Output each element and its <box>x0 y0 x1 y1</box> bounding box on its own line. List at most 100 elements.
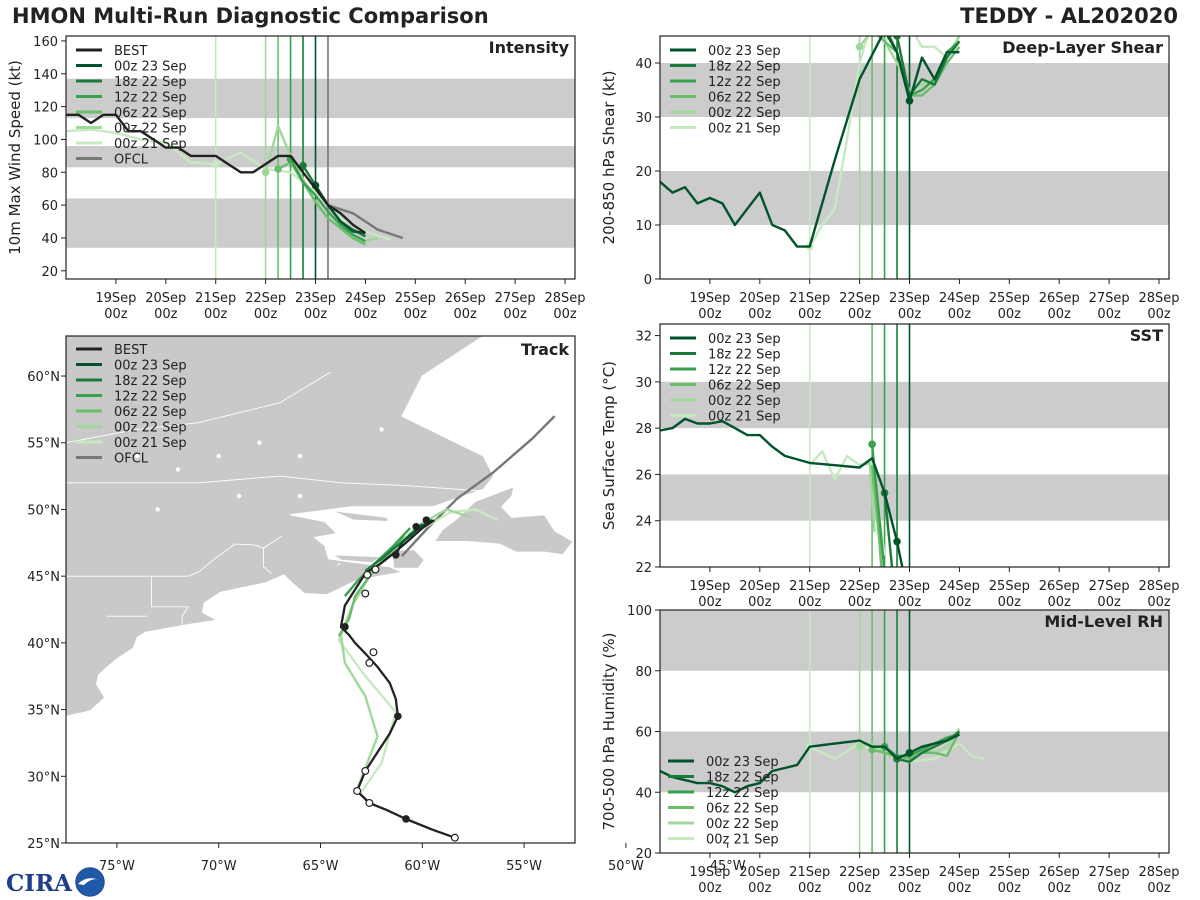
sst-xtick-hour: 00z <box>848 595 872 610</box>
track-border <box>66 371 331 444</box>
track-lake <box>379 427 384 432</box>
track-xtick-label: 70°W <box>201 859 237 874</box>
rh-xtick-day: 27Sep <box>1089 865 1130 880</box>
intensity-legend-label: BEST <box>114 44 147 59</box>
track-lake <box>420 413 425 419</box>
shear-ytick-label: 20 <box>635 165 652 180</box>
shear-xtick-hour: 00z <box>698 307 722 322</box>
track-border <box>336 562 342 566</box>
track-legend-label: 00z 22 Sep <box>114 421 187 436</box>
shear-plot-area <box>660 36 1169 279</box>
intensity-legend-label: 18z 22 Sep <box>114 75 187 90</box>
intensity-ytick-label: 60 <box>41 199 58 214</box>
rh-xtick-day: 26Sep <box>1039 865 1080 880</box>
intensity-legend-label: 06z 22 Sep <box>114 106 187 121</box>
intensity-xtick-hour: 00z <box>454 307 478 322</box>
track-border <box>66 475 482 492</box>
intensity-xtick-hour: 00z <box>404 307 428 322</box>
track-ytick-label: 60°N <box>27 370 60 385</box>
shear-ytick-label: 10 <box>635 219 652 234</box>
sst-xtick-hour: 00z <box>748 595 772 610</box>
intensity-xtick-day: 25Sep <box>395 291 436 306</box>
track-ytick-label: 55°N <box>27 437 60 452</box>
sst-legend-label: 00z 22 Sep <box>708 394 781 409</box>
rh-xtick-hour: 00z <box>848 881 872 896</box>
track-marker-open <box>361 766 370 775</box>
shear-ytick-label: 30 <box>635 111 652 126</box>
shear-xtick-hour: 00z <box>1048 307 1072 322</box>
shear-title: Deep-Layer Shear <box>1002 38 1163 57</box>
shear-xtick-hour: 00z <box>798 307 822 322</box>
shear-series-line <box>660 36 960 248</box>
cira-logo: CIRA <box>6 867 105 897</box>
sst-xtick-day: 19Sep <box>689 579 730 594</box>
intensity-ytick-label: 100 <box>33 133 58 148</box>
track-legend-label: 00z 23 Sep <box>114 359 187 374</box>
sst-ytick-label: 26 <box>635 468 652 483</box>
track-legend-label: 12z 22 Sep <box>114 390 187 405</box>
track-ytick-label: 25°N <box>27 837 60 852</box>
track-legend-label: OFCL <box>114 452 149 467</box>
rh-legend-label: 00z 22 Sep <box>706 817 779 832</box>
shear-legend-label: 00z 23 Sep <box>708 44 781 59</box>
shear-xtick-day: 21Sep <box>789 291 830 306</box>
intensity-xtick-hour: 00z <box>104 307 128 322</box>
rh-xtick-day: 28Sep <box>1138 865 1179 880</box>
sst-xtick-hour: 00z <box>1097 595 1121 610</box>
cira-logo-text: CIRA <box>6 870 73 897</box>
shear-ylabel: 200-850 hPa Shear (kt) <box>600 71 618 245</box>
sst-plot-area <box>660 324 1169 567</box>
intensity-xtick-day: 24Sep <box>345 291 386 306</box>
intensity-legend-label: 12z 22 Sep <box>114 91 187 106</box>
rh-ylabel: 700-500 hPa Humidity (%) <box>600 632 618 830</box>
shear-legend-label: 12z 22 Sep <box>708 75 781 90</box>
rh-xtick-day: 23Sep <box>889 865 930 880</box>
intensity-ytick-label: 120 <box>33 101 58 116</box>
intensity-legend-label: 00z 23 Sep <box>114 60 187 75</box>
shear-xtick-day: 25Sep <box>989 291 1030 306</box>
intensity-series-line <box>277 161 366 246</box>
rh-xtick-hour: 00z <box>998 881 1022 896</box>
sst-legend-label: 00z 21 Sep <box>708 410 781 425</box>
rh-xtick-day: 24Sep <box>939 865 980 880</box>
sst-series-marker <box>868 440 876 449</box>
track-lake <box>175 467 181 472</box>
intensity-xtick-day: 19Sep <box>95 291 136 306</box>
shear-xtick-hour: 00z <box>948 307 972 322</box>
rh-panel: 20 40 60 80 100 700-500 hPa Humidity (%) 19Sep… <box>600 604 1180 896</box>
track-xtick-label: 45°W <box>710 859 746 874</box>
track-ytick-label: 40°N <box>27 637 60 652</box>
rh-xtick-hour: 00z <box>798 881 822 896</box>
shear-ytick-label: 0 <box>644 273 652 288</box>
track-marker-open <box>365 798 374 807</box>
track-border <box>263 535 283 549</box>
shear-xtick-hour: 00z <box>748 307 772 322</box>
sst-legend-label: 18z 22 Sep <box>708 348 781 363</box>
shear-xtick-day: 27Sep <box>1089 291 1130 306</box>
track-marker-filled <box>394 712 402 721</box>
shear-frame <box>659 35 1170 280</box>
shear-xtick-hour: 00z <box>1147 307 1171 322</box>
shear-xtick-hour: 00z <box>898 307 922 322</box>
rh-ytick-label: 20 <box>635 847 652 862</box>
sst-legend-label: 00z 23 Sep <box>708 332 781 347</box>
shear-xtick-hour: 00z <box>1097 307 1121 322</box>
intensity-xtick-day: 20Sep <box>145 291 186 306</box>
sst-series-marker <box>893 537 901 546</box>
sst-legend-label: 12z 22 Sep <box>708 363 781 378</box>
intensity-xtick-day: 28Sep <box>544 291 585 306</box>
sst-xtick-day: 23Sep <box>889 579 930 594</box>
sst-band <box>660 474 1169 521</box>
track-marker-open <box>450 833 459 842</box>
rh-xtick-hour: 00z <box>1147 881 1171 896</box>
track-marker-filled <box>392 551 400 559</box>
track-land <box>433 486 574 556</box>
sst-xtick-day: 27Sep <box>1089 579 1130 594</box>
sst-ytick-label: 30 <box>635 376 652 391</box>
rh-legend-label: 00z 21 Sep <box>706 833 779 848</box>
swirl-icon <box>78 878 100 885</box>
sst-series-line <box>808 450 886 556</box>
intensity-ytick-label: 40 <box>41 232 58 247</box>
sst-xtick-hour: 00z <box>898 595 922 610</box>
